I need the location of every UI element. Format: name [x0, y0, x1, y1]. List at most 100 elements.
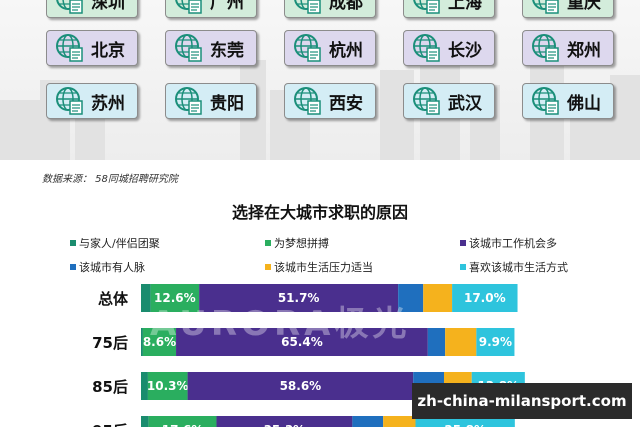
site-badge[interactable]: zh-china-milansport.com [412, 383, 632, 419]
bar-segment [427, 328, 446, 356]
data-label: 17.0% [464, 291, 506, 305]
bar-segment [476, 328, 515, 356]
globe-document-icon [293, 86, 323, 116]
chart-legend: 与家人/伴侣团聚 为梦想拼搏 该城市工作机会多该城市有人脉 该城市生活压力适当 喜欢该城… [0, 232, 640, 276]
city-label: 东莞 [210, 40, 244, 61]
data-label: 10.3% [147, 379, 189, 393]
legend-item: 该城市生活压力适当 [265, 259, 373, 275]
city-button[interactable]: 成都 [284, 0, 376, 18]
legend-item: 该城市工作机会多 [460, 235, 557, 251]
bar-segment [141, 328, 143, 356]
category-label: 总体 [98, 290, 129, 308]
globe-document-icon [531, 33, 561, 63]
city-button[interactable]: 重庆 [522, 0, 614, 18]
legend-label: 该城市有人脉 [79, 261, 145, 274]
chart-title: 选择在大城市求职的原因 [231, 203, 408, 222]
city-button[interactable]: 长沙 [403, 30, 495, 66]
globe-document-icon [293, 0, 323, 15]
city-label: 西安 [329, 93, 363, 114]
bar-segment [423, 284, 453, 312]
city-button[interactable]: 广州 [165, 0, 257, 18]
city-button[interactable]: 北京 [46, 30, 138, 66]
legend-swatch [460, 240, 466, 246]
data-label: 65.4% [281, 335, 323, 349]
city-label: 深圳 [91, 0, 125, 13]
city-label: 贵阳 [210, 93, 244, 114]
city-button[interactable]: 东莞 [165, 30, 257, 66]
bar-segment [176, 328, 428, 356]
legend-swatch [70, 264, 76, 270]
category-label: 95后 [92, 422, 128, 427]
city-button[interactable]: 郑州 [522, 30, 614, 66]
legend-item: 与家人/伴侣团聚 [70, 235, 160, 251]
legend-swatch [265, 264, 271, 270]
globe-document-icon [531, 0, 561, 15]
legend-swatch [70, 240, 76, 246]
city-button[interactable]: 武汉 [403, 83, 495, 119]
city-button[interactable]: 杭州 [284, 30, 376, 66]
data-label: 17.6% [162, 423, 204, 427]
city-label: 武汉 [448, 93, 482, 114]
globe-document-icon [531, 86, 561, 116]
bar-segment [199, 284, 399, 312]
city-button[interactable]: 佛山 [522, 83, 614, 119]
city-label: 北京 [91, 40, 125, 61]
bar-segment [445, 328, 477, 356]
globe-document-icon [412, 0, 442, 15]
city-label: 成都 [329, 0, 363, 13]
city-button[interactable]: 苏州 [46, 83, 138, 119]
data-label: 8.6% [143, 335, 176, 349]
bar-segment [150, 284, 200, 312]
bar-segment [452, 284, 518, 312]
city-label: 广州 [210, 0, 244, 13]
bar-segment [383, 416, 416, 427]
data-label: 35.3% [264, 423, 306, 427]
bar-segment [148, 416, 217, 427]
city-banner: 深圳 广州 成都 上海 重庆北京 东莞 杭州 长沙 郑州苏州 贵阳 西安 武汉 佛山 [0, 0, 640, 160]
globe-document-icon [174, 0, 204, 15]
bar-segment [352, 416, 384, 427]
legend-label: 喜欢该城市生活方式 [469, 261, 568, 274]
legend-label: 该城市生活压力适当 [274, 261, 373, 274]
city-label: 重庆 [567, 0, 601, 13]
globe-document-icon [293, 33, 323, 63]
bar-segment [142, 328, 177, 356]
city-label: 苏州 [91, 93, 125, 114]
globe-document-icon [55, 0, 85, 15]
bar-segment [141, 372, 148, 400]
city-label: 长沙 [448, 40, 482, 61]
bar-segment [187, 372, 414, 400]
bar-segment [415, 416, 515, 427]
legend-item: 为梦想拼搏 [265, 235, 329, 251]
legend-item: 喜欢该城市生活方式 [460, 259, 568, 275]
city-button[interactable]: 西安 [284, 83, 376, 119]
legend-swatch [460, 264, 466, 270]
category-label: 75后 [92, 334, 128, 352]
globe-document-icon [174, 33, 204, 63]
city-label: 郑州 [567, 40, 601, 61]
bar-segment [216, 416, 353, 427]
data-label: 51.7% [278, 291, 320, 305]
data-label: 9.9% [479, 335, 512, 349]
globe-document-icon [55, 33, 85, 63]
legend-swatch [265, 240, 271, 246]
legend-label: 为梦想拼搏 [274, 237, 329, 250]
category-label: 85后 [92, 378, 128, 396]
city-button[interactable]: 贵阳 [165, 83, 257, 119]
data-label: 58.6% [280, 379, 322, 393]
city-label: 佛山 [567, 93, 601, 114]
city-button[interactable]: 深圳 [46, 0, 138, 18]
data-label: 12.6% [154, 291, 196, 305]
bar-segment [141, 284, 151, 312]
globe-document-icon [174, 86, 204, 116]
city-grid: 深圳 广州 成都 上海 重庆北京 东莞 杭州 长沙 郑州苏州 贵阳 西安 武汉 佛山 [0, 0, 640, 160]
data-label: 25.8% [444, 423, 486, 427]
globe-document-icon [412, 33, 442, 63]
globe-document-icon [55, 86, 85, 116]
bar-segment [398, 284, 424, 312]
bar-segment [141, 416, 149, 427]
bar-segment [147, 372, 188, 400]
city-label: 上海 [448, 0, 482, 13]
legend-label: 该城市工作机会多 [469, 237, 557, 250]
city-button[interactable]: 上海 [403, 0, 495, 18]
